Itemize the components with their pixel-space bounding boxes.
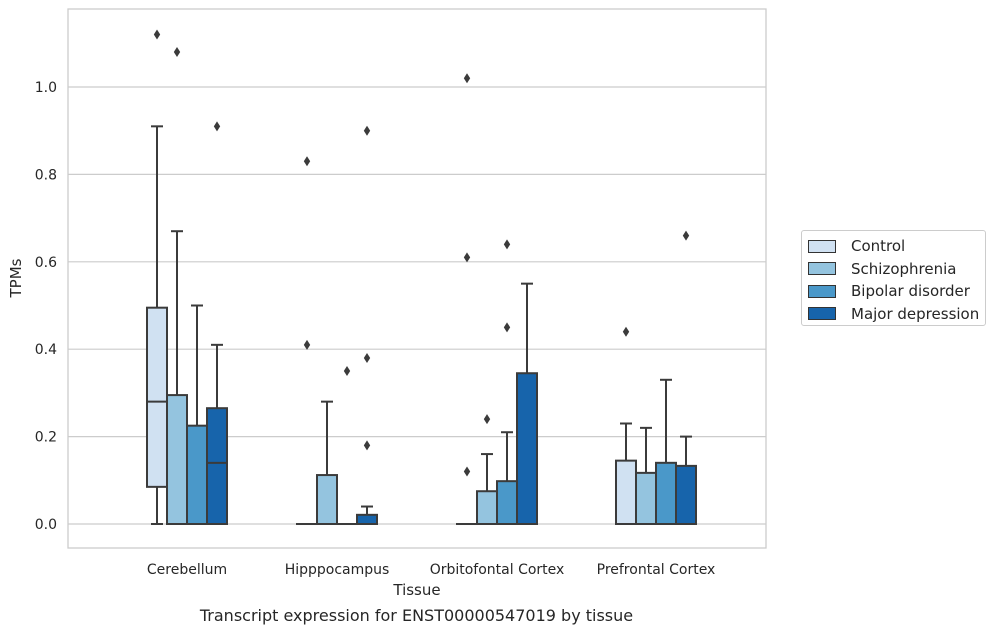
legend-item: Bipolar disorder xyxy=(808,280,985,303)
y-tick-label: 0.2 xyxy=(35,430,57,446)
outlier-point xyxy=(173,47,181,58)
box xyxy=(655,461,677,526)
box-plot xyxy=(516,282,538,525)
box xyxy=(516,372,538,525)
box xyxy=(166,394,188,525)
box xyxy=(206,407,228,526)
outlier-point xyxy=(503,322,511,333)
box-plot xyxy=(496,239,518,526)
chart-caption: Transcript expression for ENST0000054701… xyxy=(199,606,634,625)
x-tick-label: Orbitofontal Cortex xyxy=(430,562,565,578)
box xyxy=(476,490,498,526)
y-axis-ticks: 0.0 0.2 0.4 0.6 0.8 1.0 xyxy=(35,80,57,533)
outlier-point xyxy=(343,366,351,377)
y-tick-label: 0.4 xyxy=(35,342,57,358)
outlier-point xyxy=(463,252,471,263)
box xyxy=(675,464,697,525)
legend-item: Schizophrenia xyxy=(808,258,985,281)
outlier-point xyxy=(363,352,371,363)
outlier-point xyxy=(363,125,371,136)
legend-label: Major depression xyxy=(851,304,980,323)
legend-label: Control xyxy=(851,237,906,256)
legend-item: Control xyxy=(808,235,985,258)
legend-swatch xyxy=(808,239,836,253)
outlier-point xyxy=(213,121,221,132)
box-plot xyxy=(206,121,228,526)
box-plot xyxy=(356,125,378,525)
legend-swatch xyxy=(808,284,836,298)
outlier-point xyxy=(503,239,511,250)
box xyxy=(615,459,637,526)
x-tick-label: Prefrontal Cortex xyxy=(597,562,716,578)
box xyxy=(316,474,338,525)
box-plot xyxy=(456,73,478,526)
y-tick-label: 1.0 xyxy=(35,80,57,96)
x-tick-label: Hipppocampus xyxy=(285,562,390,578)
box-plot xyxy=(166,47,188,525)
legend-item: Major depression xyxy=(808,303,985,326)
x-tick-label: Cerebellum xyxy=(147,562,227,578)
y-axis-label: TPMs xyxy=(7,258,25,298)
box xyxy=(146,306,168,488)
box-plot xyxy=(675,230,697,525)
outlier-point xyxy=(463,73,471,84)
boxes xyxy=(146,29,697,526)
legend-label: Schizophrenia xyxy=(851,259,957,278)
outlier-point xyxy=(363,440,371,451)
outlier-point xyxy=(153,29,161,40)
x-axis-ticks: Cerebellum Hipppocampus Orbitofontal Corte… xyxy=(147,562,715,578)
legend-swatch xyxy=(808,262,836,276)
x-axis-label: Tissue xyxy=(392,581,440,599)
box xyxy=(186,424,208,525)
legend-swatch xyxy=(808,307,836,321)
outlier-point xyxy=(682,230,690,241)
legend: Control Schizophrenia Bipolar disorder Majo… xyxy=(801,230,986,326)
box xyxy=(635,471,657,526)
y-tick-label: 0.6 xyxy=(35,255,57,271)
box xyxy=(356,513,378,525)
outlier-point xyxy=(622,326,630,337)
outlier-point xyxy=(303,156,311,167)
box-plot xyxy=(316,400,338,525)
y-tick-label: 0.0 xyxy=(35,517,57,533)
y-tick-label: 0.8 xyxy=(35,167,57,183)
outlier-point xyxy=(303,339,311,350)
legend-label: Bipolar disorder xyxy=(851,282,970,301)
box-plot xyxy=(296,156,318,526)
outlier-point xyxy=(463,466,471,477)
box xyxy=(496,480,518,526)
outlier-point xyxy=(483,414,491,425)
